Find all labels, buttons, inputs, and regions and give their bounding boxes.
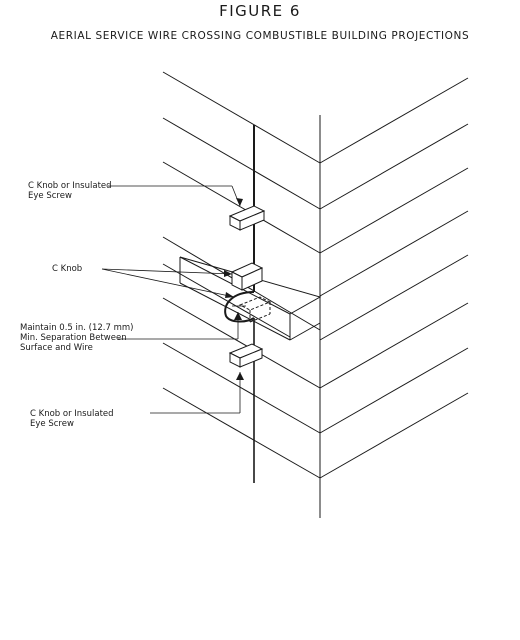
label-knob-bottom: C Knob or Insulated Eye Screw xyxy=(30,409,114,429)
figure-title: FIGURE 6 xyxy=(219,2,301,20)
arrow-mid-2 xyxy=(225,292,234,298)
arrow-mid-1 xyxy=(224,270,232,277)
left-wall-siding xyxy=(163,72,320,478)
leader-mid xyxy=(102,269,234,297)
knob-hidden xyxy=(240,297,270,322)
label-separation: Maintain 0.5 in. (12.7 mm) Min. Separati… xyxy=(20,323,134,353)
label-knob-middle: C Knob xyxy=(52,264,83,274)
leader-top xyxy=(108,186,240,206)
knob-middle xyxy=(232,263,262,290)
wire-loop xyxy=(225,292,254,322)
figure-subtitle: AERIAL SERVICE WIRE CROSSING COMBUSTIBLE… xyxy=(50,30,470,42)
arrow-separation xyxy=(234,312,242,320)
right-wall-siding xyxy=(320,78,468,478)
label-knob-top: C Knob or Insulated Eye Screw xyxy=(28,181,112,201)
knob-top xyxy=(230,206,264,230)
arrow-top xyxy=(236,198,243,206)
arrow-bottom xyxy=(236,372,244,380)
knob-bottom xyxy=(230,344,262,367)
